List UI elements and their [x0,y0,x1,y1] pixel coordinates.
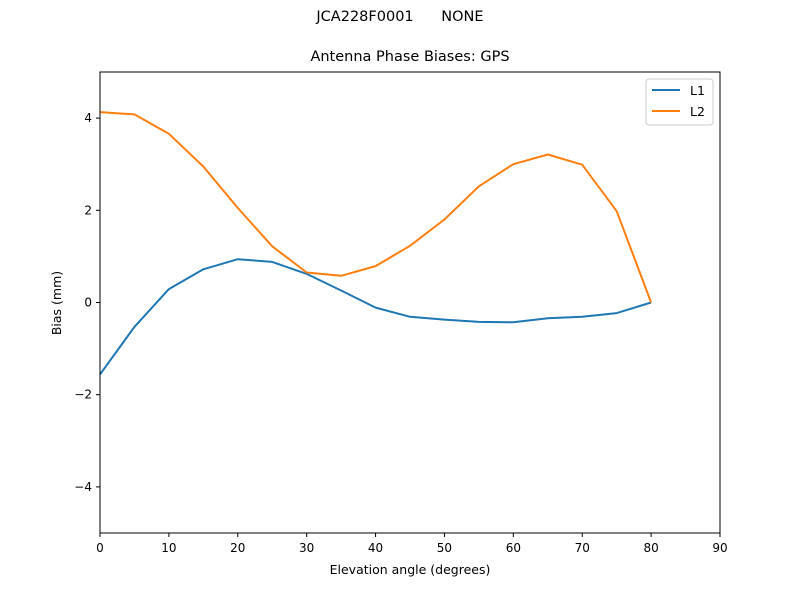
y-axis: −4 −2 0 2 4 [74,111,100,494]
y-tick-label: 2 [84,203,92,217]
legend: L1 L2 [645,78,714,126]
y-tick-label: −2 [74,388,92,402]
x-axis-label: Elevation angle (degrees) [330,562,491,577]
y-tick-label: 0 [84,296,92,310]
x-tick-label: 20 [230,541,245,555]
y-axis-label: Bias (mm) [49,271,64,335]
series-line-l1 [99,258,652,375]
figure-suptitle: JCA228F0001 NONE [316,9,484,25]
x-tick-label: 80 [643,541,658,555]
x-tick-label: 70 [575,541,590,555]
x-tick-label: 40 [368,541,383,555]
chart-title: Antenna Phase Biases: GPS [310,49,510,65]
series-line-l2 [99,111,653,303]
y-tick-label: 4 [84,111,92,125]
y-tick-label: −4 [74,480,92,494]
plot-lines [99,111,653,375]
x-tick-label: 0 [96,541,104,555]
axes-frame [99,71,721,534]
x-tick-label: 10 [161,541,176,555]
x-axis: 0 10 20 30 40 50 60 70 80 90 [96,533,728,555]
x-tick-label: 30 [299,541,314,555]
x-tick-label: 60 [506,541,521,555]
x-tick-label: 50 [437,541,452,555]
legend-l2-label: L2 [690,104,705,119]
x-tick-label: 90 [712,541,727,555]
legend-l1-label: L1 [690,83,705,98]
